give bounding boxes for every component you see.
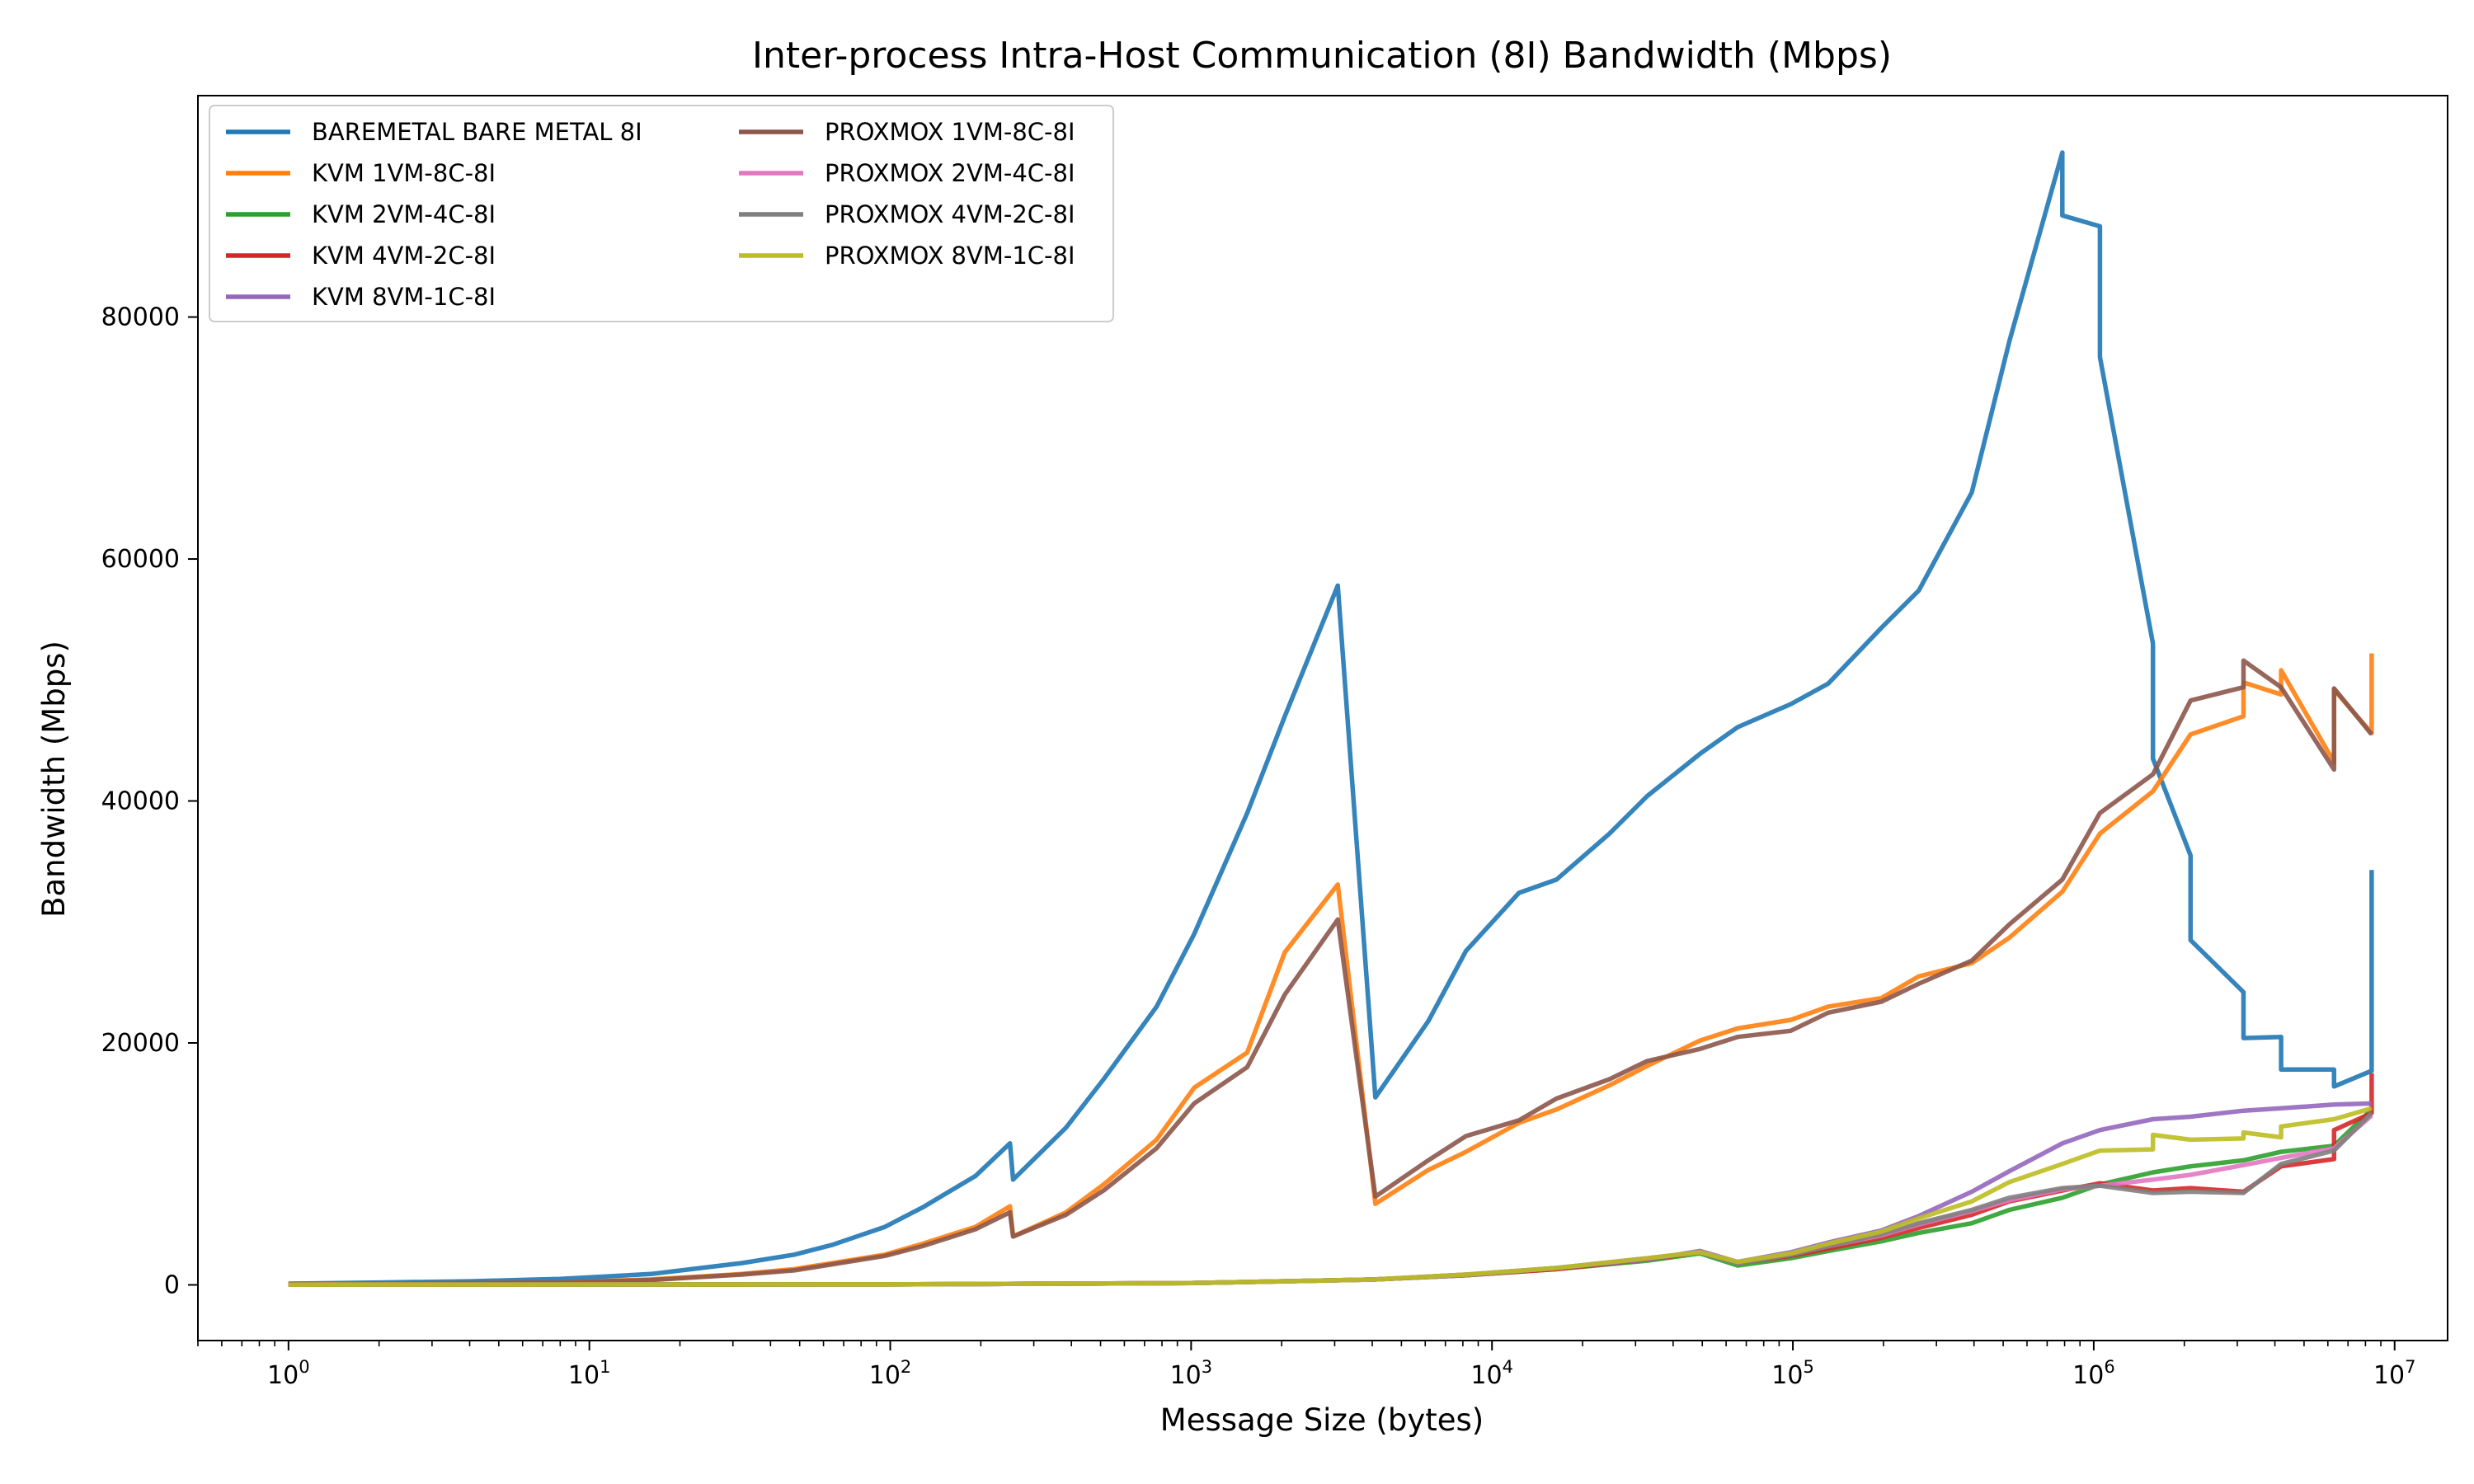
y-tick-label: 40000 [101,787,180,816]
series-line-4 [288,1073,2374,1287]
plot-frame [197,95,2448,1341]
y-tick-label: 80000 [101,303,180,332]
x-axis-label: Message Size (bytes) [1160,1402,1484,1438]
legend-label: PROXMOX 2VM-4C-8I [825,159,1075,187]
x-tick-label: 100 [267,1357,310,1390]
x-tick-label: 104 [1470,1357,1513,1390]
chart-title: Inter-process Intra-Host Communication (… [752,35,1892,77]
y-axis: 0 20000 40000 60000 80000 [101,303,198,1299]
series-line-9 [288,1106,2373,1287]
legend-label: PROXMOX 1VM-8C-8I [825,118,1075,146]
x-tick-label: 105 [1771,1357,1814,1390]
plot-area [197,95,2448,1341]
legend-label: BAREMETAL BARE METAL 8I [312,118,642,146]
legend-frame [209,105,1114,322]
series-line-3 [288,1107,2373,1287]
x-tick-label: 103 [1170,1357,1213,1390]
legend-label: KVM 4VM-2C-8I [312,242,496,270]
x-axis: 100 101 102 103 104 105 106 107 [197,1341,2416,1390]
y-tick-label: 0 [164,1270,180,1299]
legend-label: KVM 1VM-8C-8I [312,159,496,187]
x-tick-label: 101 [568,1357,611,1390]
series-line-2 [288,653,2374,1287]
legend-label: PROXMOX 8VM-1C-8I [825,242,1075,270]
series-line-5 [288,1101,2372,1287]
y-tick-label: 20000 [101,1029,180,1058]
series-line-1 [288,150,2374,1286]
legend-label: KVM 2VM-4C-8I [312,200,496,228]
legend-label: KVM 8VM-1C-8I [312,283,496,311]
x-tick-label: 107 [2373,1357,2416,1390]
y-axis-label: Bandwidth (Mbps) [36,641,72,918]
legend-label: PROXMOX 4VM-2C-8I [825,200,1075,228]
x-tick-label: 102 [869,1357,912,1390]
x-tick-label: 106 [2072,1357,2115,1390]
legend: BAREMETAL BARE METAL 8I KVM 1VM-8C-8I KVM … [209,105,1114,322]
series-lines [288,150,2374,1287]
series-line-6 [288,658,2374,1287]
y-tick-label: 60000 [101,545,180,574]
